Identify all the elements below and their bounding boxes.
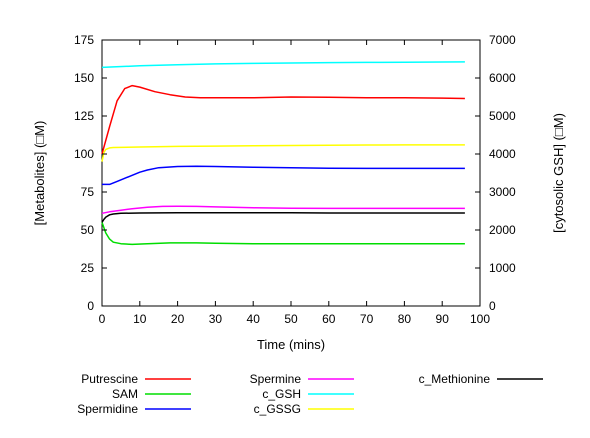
y-tick-label: 0: [87, 299, 94, 313]
y2-tick-label: 7000: [489, 33, 516, 47]
x-tick-label: 80: [398, 312, 412, 326]
series-line-spermidine: [102, 165, 465, 186]
series-line-c-methionine: [101, 212, 465, 223]
x-tick-label: 70: [360, 312, 374, 326]
x-tick-label: 30: [209, 312, 223, 326]
y-tick-label: 50: [81, 223, 95, 237]
y-tick-label: 125: [74, 109, 94, 123]
legend-label-c-gssg: c_GSSG: [254, 402, 301, 416]
y-tick-label: 25: [81, 261, 95, 275]
plot-frame: [101, 39, 481, 307]
x-axis-label: Time (mins): [257, 337, 325, 352]
y2-tick-label: 4000: [489, 147, 516, 161]
x-tick-label: 60: [322, 312, 336, 326]
x-tick-label: 50: [284, 312, 298, 326]
y-tick-label: 75: [81, 185, 95, 199]
series-line-c-gsh: [101, 61, 465, 69]
x-tick-label: 40: [247, 312, 261, 326]
y2-tick-label: 2000: [489, 223, 516, 237]
series-line-c-gssg: [101, 144, 465, 162]
y-tick-label: 150: [74, 71, 94, 85]
x-tick-label: 0: [99, 312, 106, 326]
y2-axis-label: [cytosolic GSH] (□M): [551, 113, 566, 233]
y2-tick-label: 3000: [489, 185, 516, 199]
y-tick-label: 100: [74, 147, 94, 161]
y2-tick-label: 1000: [489, 261, 516, 275]
series-line-putrescine: [101, 84, 465, 155]
legend-label-spermine: Spermine: [250, 372, 302, 386]
x-tick-label: 90: [436, 312, 450, 326]
series-line-spermine: [101, 205, 465, 215]
series-lines: [101, 61, 465, 246]
legend-label-sam: SAM: [112, 387, 138, 401]
x-tick-label: 100: [470, 312, 490, 326]
series-line-sam: [101, 222, 465, 246]
x-tick-label: 10: [133, 312, 147, 326]
legend-label-c-gsh: c_GSH: [262, 387, 301, 401]
legend-label-c-methionine: c_Methionine: [419, 372, 491, 386]
y-tick-label: 175: [74, 33, 94, 47]
y2-tick-label: 0: [489, 299, 496, 313]
y-axis-label: [Metabolites] (□M): [32, 121, 47, 226]
legend-label-spermidine: Spermidine: [77, 402, 138, 416]
y2-tick-label: 5000: [489, 109, 516, 123]
axis-ticks: 0 10 20 30 40 50 60 70 80 90 100025507510012515017…: [74, 33, 516, 326]
y2-tick-label: 6000: [489, 71, 516, 85]
legend-label-putrescine: Putrescine: [81, 372, 138, 386]
x-tick-label: 20: [171, 312, 185, 326]
